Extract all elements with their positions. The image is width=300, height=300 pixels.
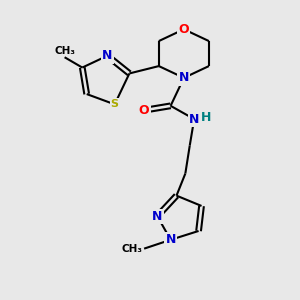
Text: N: N (165, 233, 176, 246)
Text: CH₃: CH₃ (54, 46, 75, 56)
Text: CH₃: CH₃ (122, 244, 142, 254)
Text: H: H (201, 111, 212, 124)
Text: O: O (178, 23, 189, 36)
Text: S: S (111, 99, 119, 110)
Text: N: N (102, 49, 112, 62)
Text: N: N (152, 210, 163, 223)
Text: O: O (139, 104, 149, 117)
Text: N: N (189, 112, 200, 126)
Text: N: N (179, 71, 189, 84)
